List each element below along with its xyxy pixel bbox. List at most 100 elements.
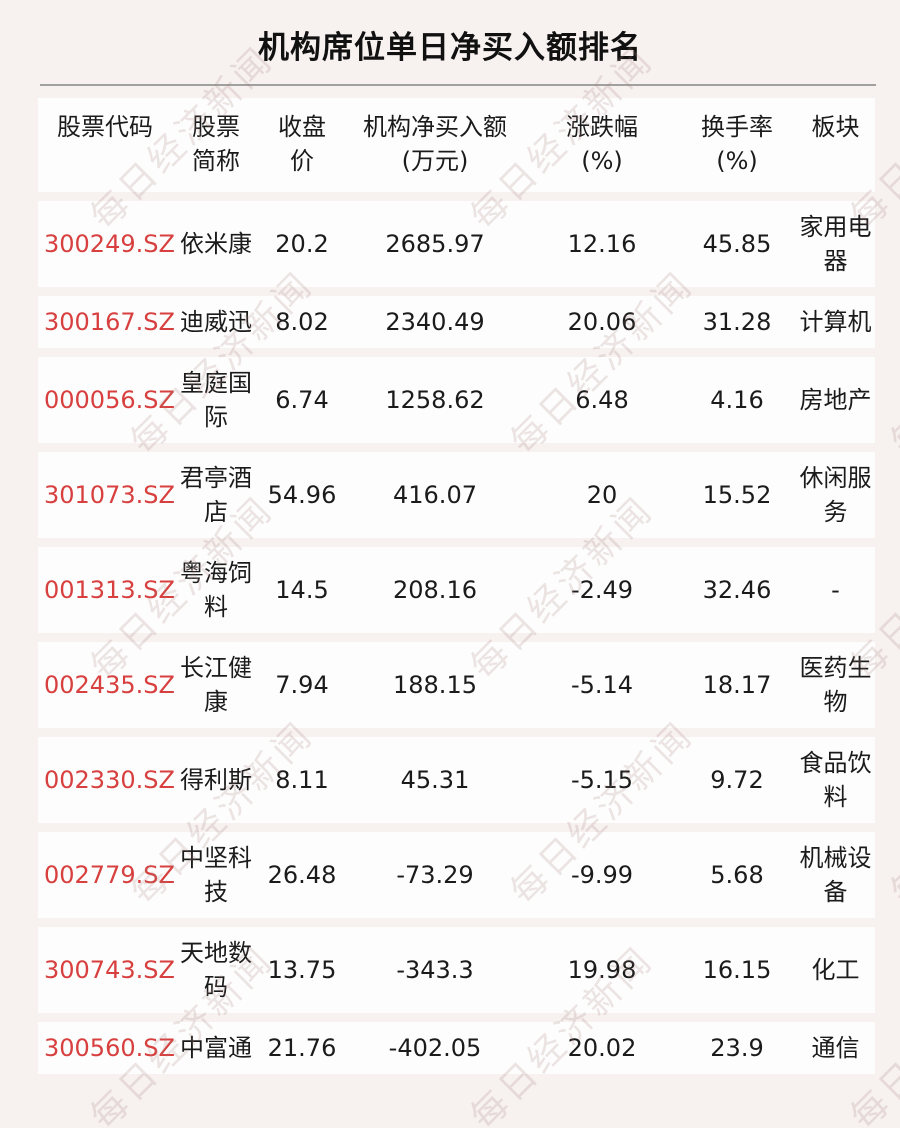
cell-stock-name: 天地数码 — [180, 939, 252, 1001]
header-label: 涨跌幅 — [566, 113, 638, 141]
header-label: 股票代码 — [57, 113, 153, 141]
cell-turnover: 18.17 — [702, 671, 772, 699]
cell-turnover: 16.15 — [702, 956, 772, 984]
cell-stock-name: 依米康 — [180, 230, 252, 258]
cell-sector: 医药生物 — [799, 654, 872, 716]
header-cell-turnover: 换手率 (%) — [678, 110, 796, 178]
cell-turnover: 15.52 — [702, 481, 772, 509]
cell-net-buy: -343.3 — [396, 956, 474, 984]
header-label: (万元) — [401, 147, 469, 175]
cell-turnover: 32.46 — [702, 576, 772, 604]
cell-close-price: 21.76 — [267, 1034, 337, 1062]
header-cell-close-price: 收盘 价 — [260, 110, 344, 178]
cell-stock-code: 002779.SZ — [44, 861, 175, 889]
cell-change-pct: 20 — [586, 481, 618, 509]
cell-turnover: 5.68 — [710, 861, 764, 889]
cell-sector: 通信 — [811, 1034, 860, 1062]
header-label: 换手率 — [701, 113, 773, 141]
header-cell-stock-code: 股票代码 — [38, 110, 172, 144]
cell-close-price: 6.74 — [275, 386, 329, 414]
cell-net-buy: 416.07 — [393, 481, 477, 509]
cell-stock-code: 301073.SZ — [44, 481, 175, 509]
header-cell-net-buy: 机构净买入额 (万元) — [344, 110, 526, 178]
cell-stock-name: 长江健康 — [180, 654, 252, 716]
cell-sector: 房地产 — [799, 386, 872, 414]
watermark-text: 每日经济新闻 — [883, 264, 900, 463]
cell-change-pct: -5.14 — [570, 671, 634, 699]
cell-stock-code: 002435.SZ — [44, 671, 175, 699]
table-row: 301073.SZ 君亭酒店 54.96 416.07 20 15.52 休闲服… — [38, 452, 875, 538]
header-cell-sector: 板块 — [796, 110, 875, 144]
cell-change-pct: 20.02 — [567, 1034, 637, 1062]
cell-sector: 家用电器 — [799, 213, 872, 275]
cell-net-buy: 2685.97 — [385, 230, 485, 258]
header-label: 收盘 — [278, 113, 326, 141]
header-label: (%) — [716, 147, 758, 175]
cell-sector: - — [831, 576, 840, 604]
cell-sector: 化工 — [811, 956, 860, 984]
cell-stock-name: 得利斯 — [180, 766, 252, 794]
cell-change-pct: -5.15 — [570, 766, 634, 794]
cell-change-pct: 20.06 — [567, 308, 637, 336]
cell-stock-code: 002330.SZ — [44, 766, 175, 794]
cell-close-price: 54.96 — [267, 481, 337, 509]
cell-sector: 休闲服务 — [799, 464, 872, 526]
header-label: 股票 — [192, 113, 240, 141]
cell-turnover: 9.72 — [710, 766, 764, 794]
watermark-text: 每日经济新闻 — [883, 714, 900, 913]
table-row: 002330.SZ 得利斯 8.11 45.31 -5.15 9.72 食品饮料 — [38, 737, 875, 823]
cell-stock-name: 君亭酒店 — [180, 464, 252, 526]
table-row: 002779.SZ 中坚科技 26.48 -73.29 -9.99 5.68 机… — [38, 832, 875, 918]
cell-net-buy: 1258.62 — [385, 386, 485, 414]
header-label: 机构净买入额 — [363, 113, 507, 141]
cell-stock-code: 000056.SZ — [44, 386, 175, 414]
table-row: 300167.SZ 迪威迅 8.02 2340.49 20.06 31.28 计… — [38, 296, 875, 348]
cell-close-price: 8.02 — [275, 308, 329, 336]
cell-stock-code: 300560.SZ — [44, 1034, 175, 1062]
cell-net-buy: 2340.49 — [385, 308, 485, 336]
cell-change-pct: 6.48 — [575, 386, 629, 414]
cell-stock-code: 300167.SZ — [44, 308, 175, 336]
cell-change-pct: 12.16 — [567, 230, 637, 258]
cell-net-buy: 188.15 — [393, 671, 477, 699]
cell-stock-code: 300249.SZ — [44, 230, 175, 258]
cell-close-price: 8.11 — [275, 766, 329, 794]
cell-close-price: 13.75 — [267, 956, 337, 984]
cell-change-pct: -9.99 — [570, 861, 634, 889]
header-label: 板块 — [811, 113, 860, 141]
cell-net-buy: -73.29 — [396, 861, 474, 889]
cell-stock-code: 300743.SZ — [44, 956, 175, 984]
cell-stock-name: 迪威迅 — [180, 308, 252, 336]
title-divider — [40, 84, 876, 86]
cell-turnover: 31.28 — [702, 308, 772, 336]
table-row: 300560.SZ 中富通 21.76 -402.05 20.02 23.9 通… — [38, 1022, 875, 1074]
header-cell-stock-name: 股票 简称 — [172, 110, 260, 178]
cell-change-pct: -2.49 — [570, 576, 634, 604]
table-row: 000056.SZ 皇庭国际 6.74 1258.62 6.48 4.16 房地… — [38, 357, 875, 443]
page-title: 机构席位单日净买入额排名 — [258, 30, 642, 66]
header-label: (%) — [581, 147, 623, 175]
table-row: 001313.SZ 粤海饲料 14.5 208.16 -2.49 32.46 - — [38, 547, 875, 633]
table-row: 002435.SZ 长江健康 7.94 188.15 -5.14 18.17 医… — [38, 642, 875, 728]
cell-close-price: 20.2 — [275, 230, 329, 258]
cell-stock-name: 皇庭国际 — [180, 369, 252, 431]
ranking-table: 股票代码 股票 简称 收盘 价 机构净买入额 (万元) 涨跌幅 (%) 换手率 … — [38, 98, 875, 1074]
cell-stock-name: 粤海饲料 — [180, 559, 252, 621]
cell-sector: 机械设备 — [799, 844, 872, 906]
cell-net-buy: -402.05 — [388, 1034, 482, 1062]
cell-stock-name: 中富通 — [180, 1034, 252, 1062]
table-row: 300249.SZ 依米康 20.2 2685.97 12.16 45.85 家… — [38, 201, 875, 287]
cell-close-price: 14.5 — [275, 576, 329, 604]
cell-turnover: 23.9 — [710, 1034, 764, 1062]
cell-sector: 计算机 — [799, 308, 872, 336]
header-cell-change-pct: 涨跌幅 (%) — [526, 110, 678, 178]
cell-net-buy: 208.16 — [393, 576, 477, 604]
cell-stock-code: 001313.SZ — [44, 576, 175, 604]
cell-sector: 食品饮料 — [799, 749, 872, 811]
header-label: 价 — [290, 147, 314, 175]
cell-turnover: 4.16 — [710, 386, 764, 414]
cell-net-buy: 45.31 — [400, 766, 470, 794]
cell-change-pct: 19.98 — [567, 956, 637, 984]
cell-close-price: 26.48 — [267, 861, 337, 889]
